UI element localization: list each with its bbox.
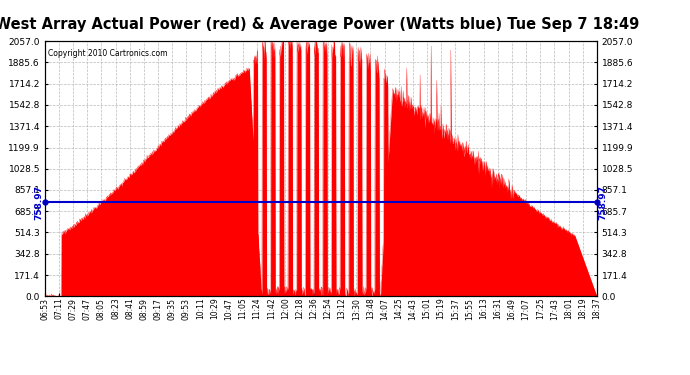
- Text: West Array Actual Power (red) & Average Power (Watts blue) Tue Sep 7 18:49: West Array Actual Power (red) & Average …: [0, 17, 640, 32]
- Text: 758.97: 758.97: [34, 184, 43, 220]
- Text: 758.97: 758.97: [598, 184, 607, 220]
- Text: Copyright 2010 Cartronics.com: Copyright 2010 Cartronics.com: [48, 49, 167, 58]
